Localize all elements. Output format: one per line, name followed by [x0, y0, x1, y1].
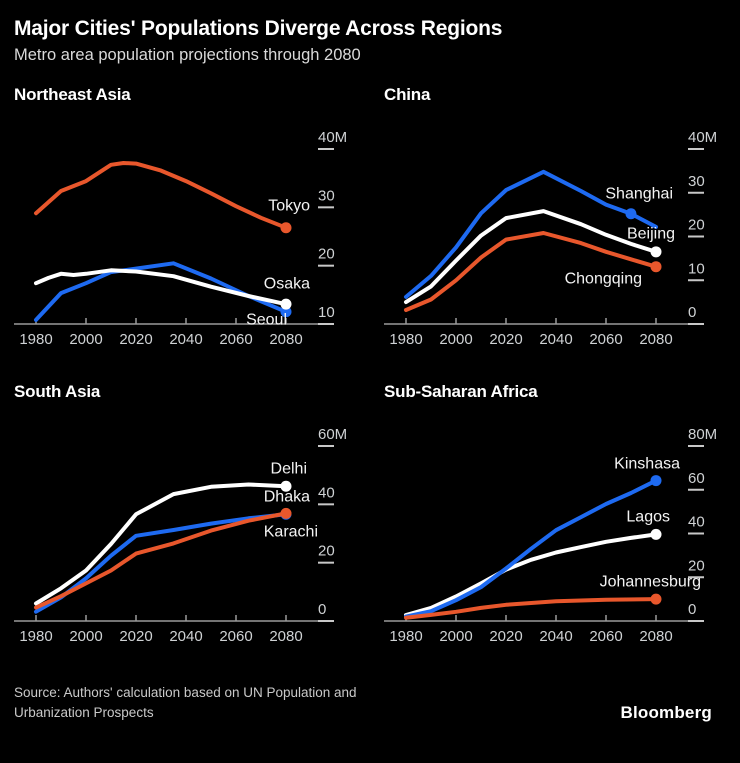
- series-line-tokyo: [34, 160, 288, 230]
- series-label-karachi: Karachi: [264, 523, 318, 540]
- y-tick-label: 20: [318, 542, 335, 559]
- series-label-osaka: Osaka: [264, 275, 310, 292]
- y-tick-label: 0: [318, 601, 326, 618]
- footer: Source: Authors' calculation based on UN…: [0, 683, 740, 724]
- panel-china: China 1980 2000 2020 2040 2060 2080 0 10 20 30 40M…: [370, 85, 740, 356]
- series-line-johannesburg: [404, 596, 658, 620]
- y-tick-label: 40: [318, 484, 335, 501]
- series-line-kinshasa: [404, 478, 658, 619]
- x-tick-label: 2040: [539, 628, 572, 645]
- panel-title: Northeast Asia: [14, 84, 131, 104]
- series-line-delhi: [34, 482, 288, 606]
- series-line-osaka: [34, 267, 288, 306]
- series-line-beijing: [404, 208, 658, 304]
- x-tick-label: 1980: [389, 628, 422, 645]
- x-tick-label: 2040: [539, 331, 572, 348]
- series-label-dhaka: Dhaka: [264, 488, 310, 505]
- x-tick-label: 2060: [219, 628, 252, 645]
- y-tick-label: 40M: [688, 129, 717, 146]
- x-tick-label: 2000: [439, 331, 472, 348]
- panel-northeast-asia: Northeast Asia 1980 2000 2020 2040 2060 2080 1…: [0, 85, 370, 356]
- x-tick-label: 2080: [639, 628, 672, 645]
- x-tick-label: 2060: [589, 331, 622, 348]
- y-tick-label: 60: [688, 469, 705, 486]
- series-dot-tokyo: [280, 221, 292, 233]
- x-tick-label: 1980: [19, 331, 52, 348]
- series-label-chongqing: Chongqing: [565, 270, 642, 287]
- series-label-tokyo: Tokyo: [268, 197, 310, 214]
- series-dot-kinshasa: [650, 474, 662, 486]
- chart-south-asia: 1980 2000 2020 2040 2060 20800204060MDelhiDha…: [14, 426, 347, 645]
- source-note: Source: Authors' calculation based on UN…: [14, 683, 357, 724]
- series-label-lagos: Lagos: [626, 508, 670, 525]
- y-tick-label: 60M: [318, 426, 347, 443]
- series-label-johannesburg: Johannesburg: [600, 573, 701, 590]
- y-tick-label: 40M: [318, 129, 347, 146]
- panel-title: Sub-Saharan Africa: [384, 381, 538, 401]
- y-tick-label: 0: [688, 304, 696, 321]
- x-tick-label: 2080: [269, 331, 302, 348]
- page-subtitle: Metro area population projections throug…: [14, 46, 361, 65]
- page-title: Major Cities' Populations Diverge Across…: [14, 17, 503, 40]
- y-tick-label: 0: [688, 601, 696, 618]
- y-tick-label: 10: [688, 260, 705, 277]
- series-line-dhaka: [34, 511, 288, 614]
- y-tick-label: 40: [688, 513, 705, 530]
- x-tick-label: 2080: [269, 628, 302, 645]
- y-tick-label: 30: [688, 172, 705, 189]
- y-tick-label: 30: [318, 187, 335, 204]
- x-tick-label: 2020: [489, 628, 522, 645]
- series-line-lagos: [404, 532, 658, 617]
- source-line-2: Urbanization Prospects: [14, 704, 154, 720]
- x-tick-label: 2040: [169, 628, 202, 645]
- y-tick-label: 20: [688, 557, 705, 574]
- series-label-shanghai: Shanghai: [605, 185, 673, 202]
- series-label-beijing: Beijing: [627, 225, 675, 242]
- y-tick-label: 20: [688, 216, 705, 233]
- x-tick-label: 1980: [389, 331, 422, 348]
- bloomberg-logo: Bloomberg: [620, 703, 712, 723]
- series-line-chongqing: [404, 230, 658, 312]
- charts-grid: Northeast Asia 1980 2000 2020 2040 2060 2080 1…: [0, 85, 740, 653]
- series-dot-beijing: [650, 245, 662, 257]
- chart-china: 1980 2000 2020 2040 2060 2080 0 10 20 30 40M Shangh…: [384, 129, 717, 348]
- series-dot-chongqing: [650, 260, 662, 272]
- series-dot-seoul: [280, 305, 292, 317]
- chart-sub-saharan-africa: 1980 2000 2020 2040 2060 2080020406080MLagosK…: [384, 426, 717, 645]
- y-tick-label: 10: [318, 304, 335, 321]
- series-dot-johannesburg: [650, 593, 662, 605]
- series-line-shanghai: [404, 169, 658, 299]
- series-label-kinshasa: Kinshasa: [614, 455, 680, 472]
- header: Major Cities' Populations Diverge Across…: [0, 0, 740, 67]
- y-tick-label: 80M: [688, 426, 717, 443]
- source-line-1: Source: Authors' calculation based on UN…: [14, 684, 357, 700]
- series-dot-shanghai: [625, 207, 637, 219]
- panel-title: China: [384, 84, 431, 104]
- panel-title: South Asia: [14, 381, 101, 401]
- series-dot-delhi: [280, 480, 292, 492]
- panel-south-asia: South Asia 1980 2000 2020 2040 2060 2080 0 20 40…: [0, 382, 370, 653]
- panel-sub-saharan-africa: Sub-Saharan Africa 1980 2000 2020 2040 2060 2…: [370, 382, 740, 653]
- x-tick-label: 1980: [19, 628, 52, 645]
- series-line-karachi: [34, 511, 288, 610]
- series-dot-osaka: [280, 298, 292, 310]
- series-dot-karachi: [280, 507, 292, 519]
- x-tick-label: 2020: [119, 331, 152, 348]
- y-tick-label: 20: [318, 245, 335, 262]
- series-label-seoul: Seoul: [246, 311, 287, 328]
- x-tick-label: 2000: [439, 628, 472, 645]
- x-tick-label: 2080: [639, 331, 672, 348]
- x-tick-label: 2000: [69, 628, 102, 645]
- x-tick-label: 2040: [169, 331, 202, 348]
- x-tick-label: 2020: [119, 628, 152, 645]
- x-tick-label: 2000: [69, 331, 102, 348]
- series-dot-lagos: [650, 528, 662, 540]
- x-tick-label: 2020: [489, 331, 522, 348]
- series-line-seoul: [34, 260, 288, 322]
- series-label-delhi: Delhi: [271, 460, 307, 477]
- chart-northeast-asia: 1980 2000 2020 2040 2060 2080 10 20 30 40M Tokyo Se…: [14, 129, 347, 348]
- x-tick-label: 2060: [589, 628, 622, 645]
- x-tick-label: 2060: [219, 331, 252, 348]
